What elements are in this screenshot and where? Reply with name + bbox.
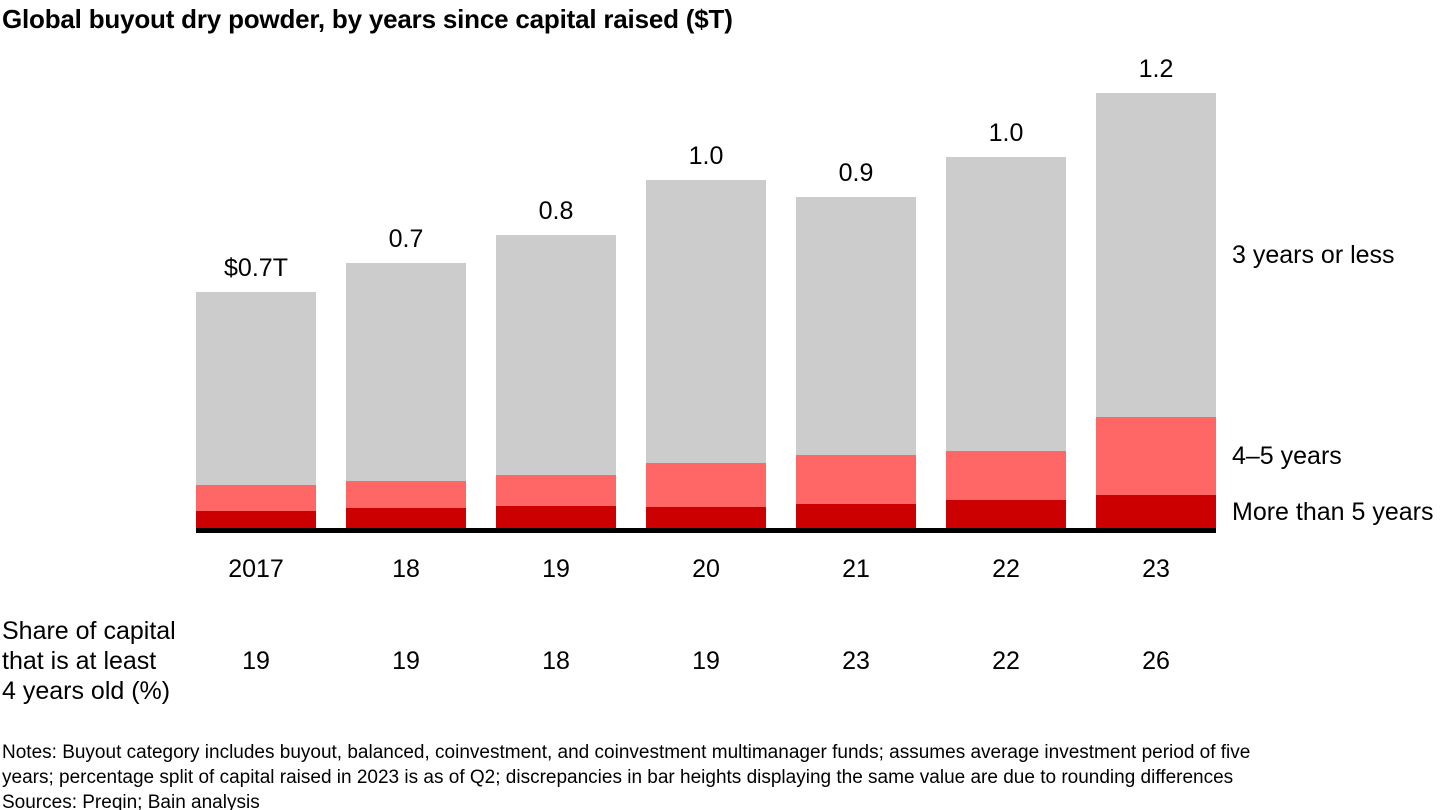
share-value-2017: 19 [242, 647, 270, 675]
sources-line: Sources: Preqin; Bain analysis [2, 792, 260, 810]
bar-18-more-than-5-years [346, 508, 466, 528]
bar-total-label-18: 0.7 [388, 225, 424, 254]
share-value-22: 22 [992, 647, 1020, 675]
bar-20-4-5-years [646, 463, 766, 507]
x-axis-label-23: 23 [1142, 555, 1170, 583]
notes-line-2: years; percentage split of capital raise… [2, 767, 1234, 788]
bar-2017-more-than-5-years [196, 510, 316, 528]
x-axis-label-21: 21 [842, 555, 870, 583]
bar-23-4-5-years [1096, 417, 1216, 495]
bar-19-more-than-5-years [496, 505, 616, 528]
bar-21-4-5-years [796, 455, 916, 505]
x-axis-label-2017: 2017 [228, 555, 284, 583]
bar-19-4-5-years [496, 474, 616, 506]
x-axis-label-19: 19 [542, 555, 570, 583]
share-row-label: Share of capital that is at least 4 year… [2, 616, 176, 706]
bar-18-4-5-years [346, 481, 466, 509]
bar-23-3-years-or-less [1096, 93, 1216, 418]
legend-label-more-than-5-years: More than 5 years [1232, 497, 1434, 526]
bar-2017-4-5-years [196, 484, 316, 511]
footnotes: Notes: Buyout category includes buyout, … [2, 740, 1250, 810]
legend-label-3-years-or-less: 3 years or less [1232, 241, 1395, 270]
bar-total-label-20: 1.0 [688, 142, 724, 170]
share-value-18: 19 [392, 647, 420, 675]
bar-total-label-2017: $0.7T [224, 254, 288, 282]
bar-22-3-years-or-less [946, 157, 1066, 452]
share-row-label-line-2: that is at least [2, 647, 157, 675]
x-axis-label-18: 18 [392, 555, 420, 583]
share-value-19: 18 [542, 647, 570, 675]
share-value-21: 23 [842, 647, 870, 675]
share-value-23: 26 [1142, 647, 1170, 675]
bar-18-3-years-or-less [346, 263, 466, 482]
bar-total-label-21: 0.9 [838, 159, 874, 188]
bar-total-label-23: 1.2 [1138, 55, 1174, 83]
legend-label-4-5-years: 4–5 years [1232, 442, 1342, 471]
bar-21-more-than-5-years [796, 504, 916, 528]
bar-20-more-than-5-years [646, 506, 766, 528]
x-axis-line [196, 528, 1216, 533]
x-axis-label-20: 20 [692, 555, 720, 583]
bar-21-3-years-or-less [796, 197, 916, 456]
share-row-label-line-3: 4 years old (%) [2, 677, 171, 705]
x-axis-label-22: 22 [992, 555, 1020, 583]
bar-20-3-years-or-less [646, 180, 766, 464]
chart-title: Global buyout dry powder, by years since… [2, 4, 733, 34]
share-row-label-line-1: Share of capital [2, 617, 176, 645]
bar-total-label-19: 0.8 [538, 196, 574, 225]
bar-19-3-years-or-less [496, 234, 616, 475]
bar-22-4-5-years [946, 451, 1066, 501]
bar-total-label-22: 1.0 [988, 119, 1024, 148]
share-value-20: 19 [692, 647, 720, 675]
notes-line-1: Notes: Buyout category includes buyout, … [2, 742, 1251, 763]
bar-22-more-than-5-years [946, 500, 1066, 528]
bar-2017-3-years-or-less [196, 292, 316, 485]
bar-23-more-than-5-years [1096, 495, 1216, 528]
